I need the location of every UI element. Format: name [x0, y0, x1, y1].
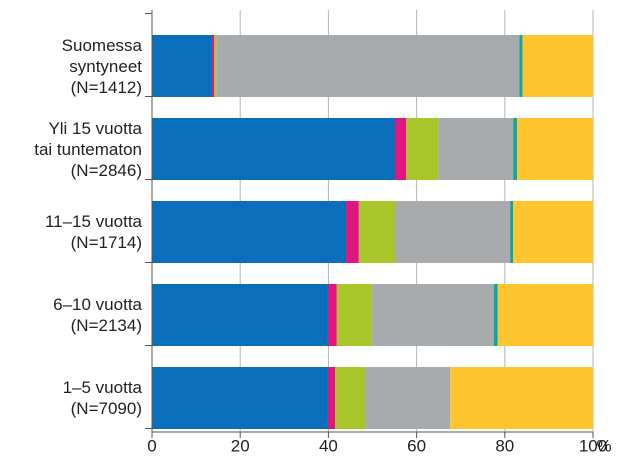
bar-segment — [327, 367, 336, 429]
bar-segment — [335, 367, 366, 429]
bar-segment — [517, 118, 593, 180]
bar-segment — [493, 284, 498, 346]
bar-segment — [513, 201, 593, 263]
x-tick-label: 20 — [231, 436, 250, 455]
x-tick-label: 40 — [319, 436, 338, 455]
x-tick-label: 100 — [579, 436, 607, 455]
x-tick-label: 0 — [147, 436, 156, 455]
y-tick-label: Yli 15 vuotta tai tuntematon (N=2846) — [34, 118, 142, 180]
bar-segment — [211, 35, 215, 97]
bar-segment — [497, 284, 593, 346]
bar-segment — [522, 35, 593, 97]
bar-segment — [216, 35, 520, 97]
bar-segment — [152, 35, 212, 97]
bar-segment — [358, 201, 395, 263]
bar-segment — [152, 284, 328, 346]
bar-segment — [406, 118, 439, 180]
bar-segment — [365, 367, 451, 429]
bar-segment — [371, 284, 494, 346]
bar-segment — [152, 367, 328, 429]
bar-segment — [152, 201, 347, 263]
bar-segment — [513, 118, 518, 180]
x-tick-label: 60 — [407, 436, 426, 455]
y-tick-label: 6–10 vuotta (N=2134) — [53, 295, 142, 335]
bar-segment — [450, 367, 593, 429]
x-tick-label: 80 — [495, 436, 514, 455]
y-tick-label: Suomessa syntyneet (N=1412) — [61, 35, 142, 97]
y-tick-label: 11–15 vuotta (N=1714) — [44, 212, 142, 252]
bar-segment — [519, 35, 523, 97]
bar-segment — [214, 35, 217, 97]
bar-segment — [346, 201, 359, 263]
bar-segment — [394, 201, 511, 263]
bar-segment — [394, 118, 407, 180]
x-axis-label: % — [596, 436, 611, 455]
bar-segment — [510, 201, 514, 263]
bar-segment — [327, 284, 337, 346]
bar-segment — [152, 118, 395, 180]
bar-segment — [438, 118, 514, 180]
bar-segment — [336, 284, 372, 346]
y-tick-label: 1–5 vuotta (N=7090) — [62, 378, 142, 418]
